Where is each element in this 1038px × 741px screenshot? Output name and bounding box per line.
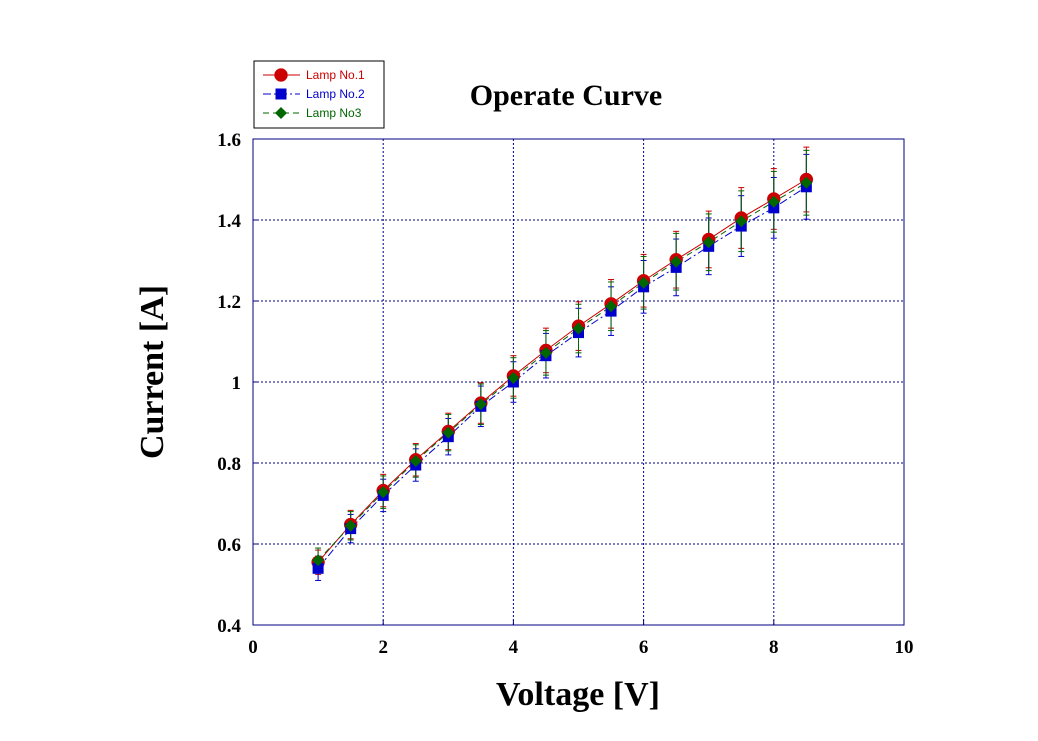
- data-point: [735, 215, 748, 228]
- x-tick-label: 4: [509, 637, 519, 658]
- data-point: [377, 486, 390, 499]
- data-point: [312, 554, 325, 567]
- data-point: [312, 562, 324, 574]
- data-point: [442, 426, 455, 439]
- data-point: [767, 195, 780, 208]
- legend: Lamp No.1 Lamp No.2 Lamp No3: [253, 60, 385, 129]
- series-line: [317, 182, 807, 561]
- data-point: [605, 300, 618, 313]
- y-tick-label: 0.4: [217, 616, 241, 637]
- data-point: [572, 322, 585, 335]
- data-point: [474, 398, 487, 411]
- plot-area: 0 2 4 6 8 10 0.4 0.6 0.8 1 1.2 1.4 1.6: [217, 130, 913, 658]
- legend-entry: Lamp No.2: [306, 87, 365, 101]
- legend-marker: [275, 107, 287, 119]
- legend-marker: [275, 88, 287, 100]
- legend-entry: Lamp No.1: [306, 68, 365, 82]
- data-point: [507, 371, 520, 384]
- data-point: [539, 346, 552, 359]
- x-tick-label: 10: [895, 637, 914, 658]
- data-point: [768, 202, 780, 214]
- y-tick-label: 1.6: [217, 130, 241, 151]
- legend-entry: Lamp No3: [306, 106, 362, 120]
- x-tick-label: 0: [248, 637, 258, 658]
- data-point: [702, 236, 715, 249]
- data-point: [670, 255, 683, 268]
- legend-marker: [274, 68, 288, 82]
- data-point: [344, 519, 357, 532]
- y-tick-label: 1: [232, 373, 242, 394]
- x-tick-label: 8: [769, 637, 779, 658]
- data-point: [637, 276, 650, 289]
- x-axis-label: Voltage [V]: [496, 676, 660, 713]
- y-axis-label: Current [A]: [134, 285, 171, 459]
- x-tick-label: 6: [639, 637, 649, 658]
- series-line: [317, 186, 807, 569]
- data-point: [800, 176, 813, 189]
- y-tick-label: 0.8: [217, 454, 241, 475]
- series-line: [317, 179, 807, 563]
- data-point: [409, 454, 422, 467]
- y-tick-label: 1.4: [217, 211, 241, 232]
- chart-title: Operate Curve: [470, 79, 662, 112]
- y-tick-label: 1.2: [217, 292, 241, 313]
- y-tick-label: 0.6: [217, 535, 241, 556]
- x-tick-label: 2: [378, 637, 388, 658]
